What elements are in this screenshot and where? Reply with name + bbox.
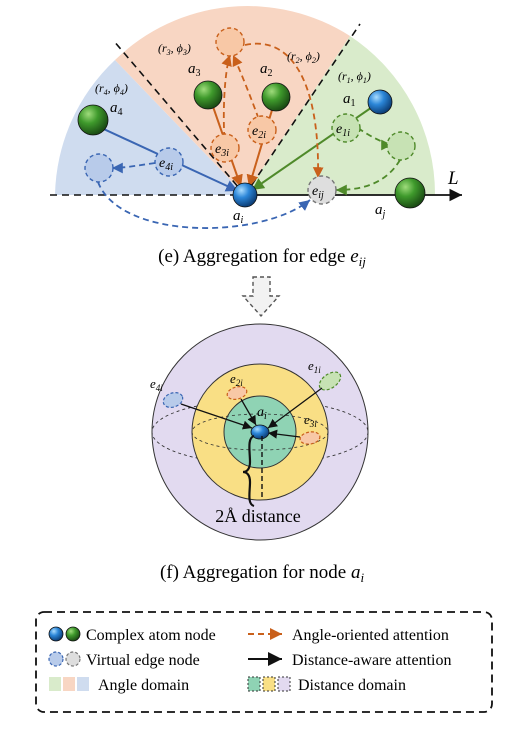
legend-green-angle-swatch: [49, 677, 61, 691]
virtual-edge-node: [307, 175, 337, 205]
atom-a3: [193, 80, 223, 110]
center-atom-label: ai: [257, 405, 267, 422]
edge-label-e4i: e4i: [150, 376, 163, 393]
distance-brace: [242, 434, 255, 508]
atom-a4: [77, 104, 109, 136]
distance-attention-arrow: [267, 387, 323, 429]
sector-divider: [112, 39, 246, 196]
legend-angle-domain-label: Angle domain: [98, 677, 189, 694]
angle-attention-arrow: [111, 162, 156, 174]
edge-label-e2i: e2i: [252, 124, 266, 141]
legend-gray-edge-icon: [65, 651, 81, 667]
edge-label-e3i: e3i: [304, 412, 317, 429]
virtual-edge-node: [318, 371, 342, 391]
angle-attention-arrow: [357, 127, 393, 151]
transition-down-arrow: [241, 276, 281, 318]
virtual-edge-node: [331, 113, 361, 143]
legend-purple-distance-swatch: [277, 676, 291, 692]
angle-attention-arrow: [232, 54, 263, 129]
edge-label-e2i: e2i: [230, 371, 243, 388]
legend-distance-attention-label: Distance-aware attention: [292, 652, 451, 669]
caption-e: (e) Aggregation for edge eij: [158, 246, 366, 269]
atom-label-a3: a3: [188, 61, 201, 79]
virtual-edge-node: [84, 153, 114, 183]
distance-attention-arrow: [267, 429, 301, 439]
edge-label-e1i: e1i: [308, 358, 321, 375]
sector-divider: [244, 23, 361, 196]
atom-label-a1: a1: [343, 91, 356, 109]
virtual-edge-node: [162, 391, 184, 409]
atom-label-ai: ai: [233, 208, 244, 226]
distance-label: 2Å distance: [215, 506, 300, 526]
virtual-edge-node: [210, 133, 240, 163]
atom-ai: [232, 182, 258, 208]
atom-aj: [394, 177, 426, 209]
atom-a2: [261, 82, 291, 112]
atom-label-a4: a4: [110, 100, 123, 118]
legend-blue-angle-swatch: [77, 677, 89, 691]
edge-label-e1i: e1i: [336, 122, 350, 139]
legend-green-atom-icon: [65, 626, 81, 642]
legend-box: [35, 611, 493, 713]
legend-blue-atom-icon: [48, 626, 64, 642]
angle-attention-arrow: [97, 181, 311, 229]
edge-label-e3i: e3i: [215, 142, 229, 159]
orange-angle-sector: [115, 6, 350, 195]
legend-yellow-distance-swatch: [262, 676, 276, 692]
distance-attention-arrow: [180, 403, 253, 430]
virtual-edge-node: [247, 115, 277, 145]
legend: Complex atom node Virtual edge node Angl…: [35, 611, 493, 713]
virtual-edge-node: [226, 386, 248, 400]
legend-blue-edge-icon: [48, 651, 64, 667]
atom-label-aj: aj: [375, 202, 386, 220]
legend-teal-distance-swatch: [247, 676, 261, 692]
diagram-e: L e3i e2i e1i e4i eij: [50, 6, 462, 269]
virtual-edge-node: [215, 27, 245, 57]
legend-virtual-edge-label: Virtual edge node: [86, 652, 200, 669]
caption-f: (f) Aggregation for node ai: [160, 562, 365, 585]
virtual-edge-node: [299, 431, 321, 445]
legend-angle-attention-label: Angle-oriented attention: [292, 627, 449, 644]
center-atom-ai: [250, 424, 270, 440]
legend-orange-angle-swatch: [63, 677, 75, 691]
bond-a1: [251, 102, 379, 191]
angle-attention-arrow: [244, 42, 324, 179]
polar-label-1: (r1, ϕ1): [338, 69, 371, 85]
atom-label-a2: a2: [260, 61, 273, 79]
edge-label-e4i: e4i: [159, 156, 173, 173]
polar-label-4: (r4, ϕ4): [95, 81, 128, 97]
axis-l-label: L: [447, 168, 459, 189]
virtual-edge-node: [154, 147, 184, 177]
virtual-edge-node: [386, 131, 416, 161]
polar-label-3: (r3, ϕ3): [158, 41, 191, 57]
polar-label-2: (r2, ϕ2): [287, 49, 320, 65]
diagram-f: ai e4i e2i e1i e3i 2Å distance (f) Aggre…: [150, 323, 369, 585]
legend-complex-atom-label: Complex atom node: [86, 627, 216, 644]
distance-attention-arrow: [240, 398, 257, 426]
legend-distance-domain-label: Distance domain: [298, 677, 406, 694]
edge-label-eij: eij: [312, 184, 324, 201]
atom-a1: [367, 89, 393, 115]
inner-equator: [191, 413, 329, 451]
